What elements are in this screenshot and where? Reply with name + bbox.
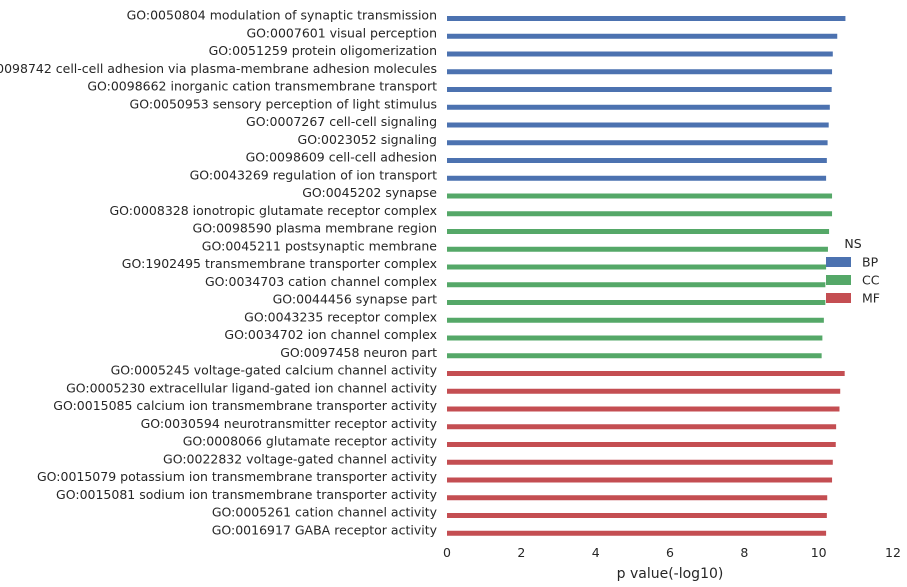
category-label: GO:0034703 cation channel complex <box>205 274 437 289</box>
bar-bp <box>447 122 829 128</box>
bar-mf <box>447 530 827 536</box>
bar-mf <box>447 388 841 394</box>
category-label: GO:0043235 receptor complex <box>244 309 437 324</box>
x-tick-label: 6 <box>666 545 674 560</box>
bar-bp <box>447 175 827 181</box>
category-label: GO:0043269 regulation of ion transport <box>190 167 438 182</box>
category-label: GO:0007267 cell-cell signaling <box>246 114 437 129</box>
legend: NS BP CC MF <box>826 236 880 306</box>
bar-cc <box>447 193 833 199</box>
category-label: GO:0098742 cell-cell adhesion via plasma… <box>0 61 437 76</box>
bar-cc <box>447 300 826 305</box>
x-axis-label: p value(-log10) <box>617 566 724 582</box>
category-label: GO:0097458 neuron part <box>280 345 437 360</box>
x-tick-label: 4 <box>592 545 600 560</box>
bar-mf <box>447 477 833 483</box>
bar-cc <box>447 229 830 234</box>
bar-mf <box>447 495 828 501</box>
bar-bp <box>447 69 833 75</box>
legend-label-mf: MF <box>862 291 880 306</box>
category-label: GO:0051259 protein oligomerization <box>209 43 437 58</box>
legend-label-cc: CC <box>862 273 880 288</box>
legend-swatch-cc <box>826 275 851 285</box>
bar-mf <box>447 459 833 465</box>
category-label: GO:0005245 voltage-gated calcium channel… <box>111 363 438 378</box>
legend-swatch-bp <box>826 257 851 267</box>
category-label: GO:0005230 extracellular ligand-gated io… <box>66 380 438 395</box>
bar-bp <box>447 140 828 146</box>
bar-mf <box>447 406 840 412</box>
category-label: GO:0050953 sensory perception of light s… <box>130 96 437 111</box>
bar-cc <box>447 264 827 270</box>
bar-mf <box>447 371 845 376</box>
category-label: GO:0005261 cation channel activity <box>212 505 438 520</box>
bar-mf <box>447 442 836 447</box>
category-label: GO:0098609 cell-cell adhesion <box>246 150 437 165</box>
bar-mf <box>447 424 837 430</box>
legend-label-bp: BP <box>862 255 879 270</box>
category-label: GO:0044456 synapse part <box>273 292 437 307</box>
category-label: GO:0045202 synapse <box>302 185 437 200</box>
category-label: GO:0008066 glutamate receptor activity <box>183 434 438 449</box>
category-label: GO:0015081 sodium ion transmembrane tran… <box>56 487 438 502</box>
category-labels: GO:0050804 modulation of synaptic transm… <box>0 8 438 538</box>
bar-bp <box>447 16 846 21</box>
category-label: GO:0022832 voltage-gated channel activit… <box>163 451 438 466</box>
category-label: GO:0050804 modulation of synaptic transm… <box>127 8 437 23</box>
bar-cc <box>447 282 826 288</box>
category-label: GO:0045211 postsynaptic membrane <box>202 238 438 253</box>
bar-bp <box>447 104 830 110</box>
x-tick-labels: 0 2 4 6 8 10 12 <box>443 545 901 560</box>
x-tick-label: 12 <box>885 545 901 560</box>
category-label: GO:0098590 plasma membrane region <box>193 221 437 236</box>
bar-bp <box>447 87 832 92</box>
bar-cc <box>447 211 833 217</box>
category-label: GO:0030594 neurotransmitter receptor act… <box>141 416 438 431</box>
bar-cc <box>447 353 822 359</box>
legend-swatch-mf <box>826 293 851 303</box>
bar-cc <box>447 317 824 323</box>
category-label: GO:0015079 potassium ion transmembrane t… <box>37 469 438 484</box>
bar-cc <box>447 246 828 252</box>
x-tick-label: 0 <box>443 545 451 560</box>
category-label: GO:0098662 inorganic cation transmembran… <box>87 79 437 94</box>
bars <box>447 16 846 536</box>
legend-title: NS <box>844 236 861 251</box>
bar-bp <box>447 158 827 163</box>
category-label: GO:0008328 ionotropic glutamate receptor… <box>110 203 438 218</box>
x-tick-label: 8 <box>740 545 748 560</box>
bar-bp <box>447 33 838 39</box>
bar-bp <box>447 51 833 57</box>
category-label: GO:0007601 visual perception <box>246 25 437 40</box>
x-tick-label: 10 <box>811 545 827 560</box>
category-label: GO:0016917 GABA receptor activity <box>212 522 438 537</box>
bar-cc <box>447 335 823 341</box>
x-tick-label: 2 <box>517 545 525 560</box>
bar-mf <box>447 513 827 518</box>
category-label: GO:0034702 ion channel complex <box>224 327 437 342</box>
category-label: GO:0015085 calcium ion transmembrane tra… <box>53 398 437 413</box>
category-label: GO:1902495 transmembrane transporter com… <box>122 256 437 271</box>
category-label: GO:0023052 signaling <box>298 132 437 147</box>
